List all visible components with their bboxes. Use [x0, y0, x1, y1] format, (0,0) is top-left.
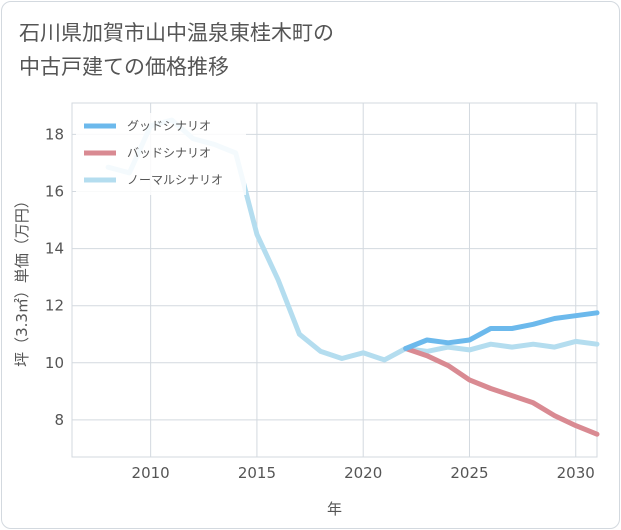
x-tick-2015: 2015 [238, 464, 276, 482]
chart-title-line-1: 石川県加賀市山中温泉東桂木町の [19, 21, 334, 45]
x-tick-labels: 2010 2015 2020 2025 2030 [132, 464, 595, 482]
y-tick-16: 16 [45, 183, 64, 201]
y-tick-12: 12 [45, 297, 64, 315]
chart-title-line-2: 中古戸建ての価格推移 [19, 55, 229, 79]
legend-label-0: グッドシナリオ [127, 119, 211, 133]
chart-title: 石川県加賀市山中温泉東桂木町の 中古戸建ての価格推移 [19, 16, 334, 84]
plot-frame [71, 102, 598, 458]
legend-label-1: バッドシナリオ [127, 146, 211, 160]
y-tick-18: 18 [45, 125, 64, 143]
x-tick-2010: 2010 [132, 464, 170, 482]
x-tick-2030: 2030 [557, 464, 595, 482]
y-tick-8: 8 [54, 411, 64, 429]
y-tick-14: 14 [45, 240, 64, 258]
y-axis-label: 坪（3.3㎡）単価（万円） [13, 193, 31, 367]
x-axis-label: 年 [327, 500, 342, 518]
x-tick-2020: 2020 [344, 464, 382, 482]
legend-label-2: ノーマルシナリオ [127, 173, 223, 187]
y-tick-10: 10 [45, 354, 64, 372]
series-line-0 [403, 310, 600, 351]
series-line-1 [403, 346, 600, 437]
y-tick-labels: 8 10 12 14 16 18 [45, 125, 64, 428]
x-tick-2025: 2025 [450, 464, 488, 482]
